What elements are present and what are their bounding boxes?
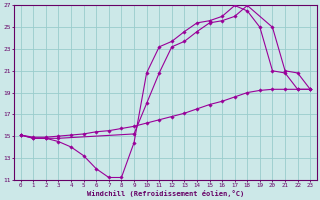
X-axis label: Windchill (Refroidissement éolien,°C): Windchill (Refroidissement éolien,°C)	[87, 190, 244, 197]
